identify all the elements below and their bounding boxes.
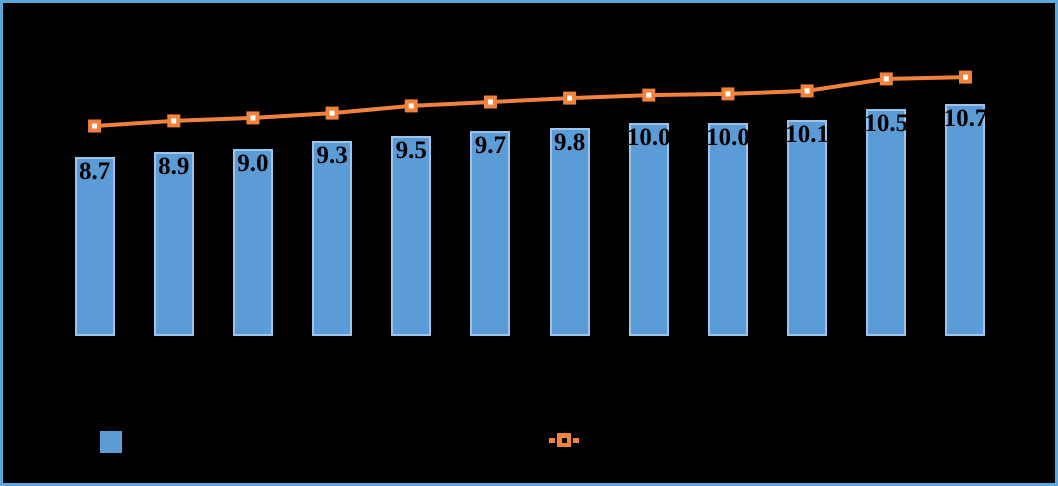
line-marker-center-11 — [883, 76, 889, 82]
line-marker-center-10 — [804, 88, 810, 94]
bar-column-5 — [391, 135, 432, 336]
legend-line-key — [549, 433, 579, 447]
bar-column-8 — [628, 122, 669, 336]
line-marker-6 — [483, 95, 497, 109]
legend-line-dash-left — [549, 437, 555, 443]
line-marker-center-12 — [962, 74, 968, 80]
line-marker-center-9 — [725, 91, 731, 97]
legend-marker-center — [561, 437, 567, 443]
line-marker-7 — [563, 91, 577, 105]
line-marker-4 — [325, 106, 339, 120]
bar-column-9 — [707, 122, 748, 336]
legend-line-dash-right — [573, 437, 579, 443]
line-marker-center-6 — [487, 99, 493, 105]
bar-column-7 — [549, 127, 590, 336]
line-marker-10 — [800, 84, 814, 98]
bar-column-2 — [153, 151, 194, 336]
bar-column-6 — [470, 130, 511, 336]
line-marker-1 — [88, 119, 102, 133]
line-marker-center-4 — [329, 110, 335, 116]
trend-line — [94, 75, 966, 128]
bar-column-3 — [232, 149, 273, 336]
line-marker-center-1 — [92, 123, 98, 129]
bar-column-1 — [74, 157, 115, 336]
bar-column-4 — [312, 141, 353, 336]
line-marker-3 — [246, 111, 260, 125]
line-marker-5 — [404, 99, 418, 113]
line-marker-center-8 — [646, 92, 652, 98]
line-marker-center-3 — [250, 115, 256, 121]
line-marker-center-2 — [171, 118, 177, 124]
line-marker-center-7 — [567, 95, 573, 101]
bar-column-10 — [787, 120, 828, 336]
line-marker-9 — [721, 87, 735, 101]
bar-column-12 — [945, 104, 986, 336]
bar-column-11 — [866, 109, 907, 336]
line-marker-12 — [958, 70, 972, 84]
legend-line-marker-icon — [557, 433, 571, 447]
legend-bar-swatch — [100, 431, 122, 453]
line-marker-2 — [167, 114, 181, 128]
line-marker-11 — [879, 72, 893, 86]
line-marker-center-5 — [408, 103, 414, 109]
line-marker-8 — [642, 88, 656, 102]
